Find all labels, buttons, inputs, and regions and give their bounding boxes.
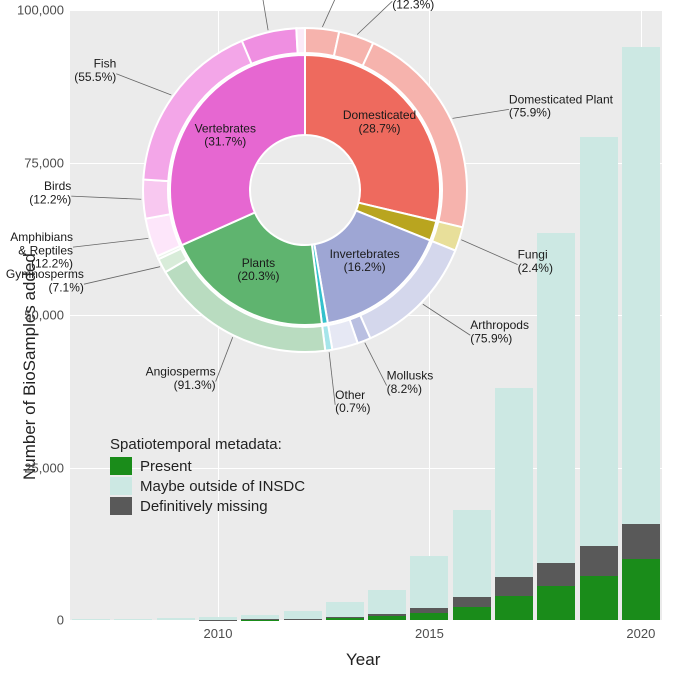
- leader-line: [116, 74, 171, 95]
- leader-line: [260, 0, 268, 30]
- chart-root: Number of BioSamples added 025,00050,000…: [0, 0, 677, 677]
- pie-label: Gymnosperms(7.1%): [6, 267, 84, 294]
- bar-segment-maybe: [72, 619, 110, 620]
- bar-segment-missing: [284, 619, 322, 620]
- bar-segment-missing: [368, 614, 406, 616]
- leader-line: [71, 196, 141, 199]
- gridline-h: [70, 620, 662, 621]
- pie-label: Other(0.7%): [335, 388, 370, 415]
- pie-label: Arthropods(75.9%): [470, 318, 529, 345]
- bar-segment-present: [326, 618, 364, 620]
- bar-segment-missing: [453, 597, 491, 606]
- legend-item-missing: Definitively missing: [110, 497, 305, 515]
- legend-item-present: Present: [110, 457, 305, 475]
- bar-segment-maybe: [241, 615, 279, 619]
- bar-segment-present: [453, 607, 491, 620]
- bar-segment-maybe: [157, 618, 195, 620]
- outer-Birds: [143, 179, 170, 218]
- bar-segment-present: [410, 613, 448, 620]
- bar-segment-present: [495, 596, 533, 620]
- y-tick-label: 0: [57, 613, 70, 628]
- leader-line: [84, 267, 160, 284]
- pie-label: Angiosperms(91.3%): [146, 365, 216, 392]
- pie-label: Fish(55.5%): [74, 57, 116, 84]
- bar-segment-maybe: [326, 602, 364, 617]
- leader-line: [423, 304, 470, 335]
- pie-label: Birds(12.2%): [29, 179, 71, 206]
- pie-label: Plants(20.3%): [237, 256, 279, 283]
- legend-label: Present: [140, 458, 192, 475]
- pie-label: Domesticated Aquaculture(12.3%): [392, 0, 532, 12]
- bar-segment-maybe: [199, 617, 237, 620]
- bar-segment-missing: [410, 608, 448, 613]
- donut-chart: Domesticated(28.7%)Fungi(2.4%)Invertebra…: [0, 0, 677, 582]
- legend: Spatiotemporal metadata: Present Maybe ou…: [110, 436, 305, 517]
- leader-line: [461, 240, 517, 265]
- bar-segment-present: [368, 616, 406, 620]
- leader-line: [357, 1, 392, 34]
- x-tick-label: 2010: [204, 620, 233, 641]
- bar-segment-maybe: [368, 590, 406, 614]
- legend-swatch: [110, 477, 132, 495]
- leader-line: [365, 343, 387, 386]
- legend-swatch: [110, 457, 132, 475]
- bar-segment-missing: [326, 617, 364, 618]
- leader-line: [216, 337, 233, 381]
- bar-segment-present: [580, 576, 618, 620]
- leader-line: [322, 0, 344, 27]
- x-tick-label: 2020: [626, 620, 655, 641]
- legend-label: Definitively missing: [140, 498, 268, 515]
- pie-label: Domesticated Plant(75.9%): [509, 92, 614, 119]
- bar-segment-maybe: [114, 619, 152, 620]
- pie-label: Mollusks(8.2%): [387, 369, 434, 396]
- bar-segment-maybe: [284, 611, 322, 619]
- bar-segment-present: [537, 586, 575, 620]
- leader-line: [73, 238, 148, 247]
- legend-label: Maybe outside of INSDC: [140, 478, 305, 495]
- pie-label: Amphibians& Reptiles(12.2%): [10, 230, 73, 270]
- legend-title: Spatiotemporal metadata:: [110, 436, 305, 453]
- legend-swatch: [110, 497, 132, 515]
- bar-segment-present: [284, 619, 322, 620]
- outer-Vert-other: [296, 28, 305, 53]
- pie-label: Fungi(2.4%): [518, 248, 553, 275]
- legend-item-maybe: Maybe outside of INSDC: [110, 477, 305, 495]
- leader-line: [453, 109, 509, 118]
- x-axis-title: Year: [346, 650, 380, 670]
- x-tick-label: 2015: [415, 620, 444, 641]
